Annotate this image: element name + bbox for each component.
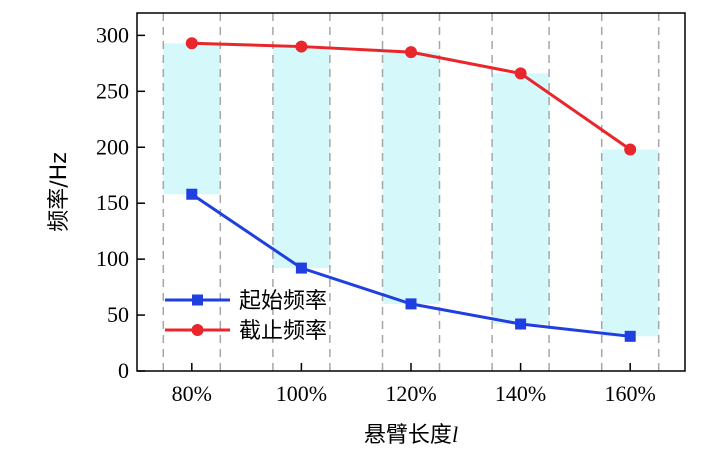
- series-0-point-4: [624, 330, 636, 342]
- band-2: [382, 52, 440, 304]
- series-1-point-2: [405, 46, 417, 59]
- band-4: [601, 149, 659, 337]
- y-tick-label-6: 300: [96, 22, 129, 47]
- y-axis-title: 频率/Hz: [47, 152, 72, 232]
- y-tick-label-1: 50: [107, 302, 129, 327]
- series-lines: [185, 37, 637, 342]
- series-1-point-0: [185, 37, 198, 50]
- x-axis-title-text: 悬臂长度: [364, 423, 452, 448]
- x-axis-title: 悬臂长度l: [364, 422, 458, 448]
- x-tick-label-3: 140%: [495, 381, 546, 406]
- x-tick-label-1: 100%: [276, 381, 327, 406]
- x-tick-label-0: 80%: [172, 381, 212, 406]
- series-0-point-2: [405, 298, 417, 310]
- vertical-grid-lines: [162, 13, 660, 371]
- y-tick-label-5: 250: [96, 78, 129, 103]
- legend-label-0: 起始频率: [239, 289, 327, 314]
- axis-titles: 频率/Hz 悬臂长度l: [47, 152, 458, 448]
- series-0-point-0: [186, 188, 198, 200]
- series-1-point-1: [295, 40, 308, 53]
- axes: 0 50 100 150 200 250 300 80% 100% 120% 140% 160%: [96, 12, 686, 406]
- legend-label-1: 截止频率: [239, 319, 327, 344]
- y-tick-label-4: 200: [96, 134, 129, 159]
- band-3: [492, 73, 550, 325]
- x-axis-title-symbol: l: [452, 422, 458, 447]
- series-0-point-1: [295, 262, 307, 274]
- x-tick-label-4: 160%: [605, 381, 656, 406]
- y-tick-label-3: 150: [96, 190, 129, 215]
- legend-marker-0: [192, 294, 203, 306]
- series-1-point-3: [514, 67, 527, 80]
- legend-marker-1: [191, 324, 204, 336]
- band-1: [272, 46, 330, 269]
- band-0: [163, 43, 221, 195]
- series-1-point-4: [624, 143, 637, 156]
- frequency-bands: [163, 43, 659, 337]
- x-tick-label-2: 120%: [385, 381, 436, 406]
- y-tick-label-2: 100: [96, 246, 129, 271]
- series-0-point-3: [515, 318, 527, 330]
- y-tick-label-0: 0: [118, 358, 129, 383]
